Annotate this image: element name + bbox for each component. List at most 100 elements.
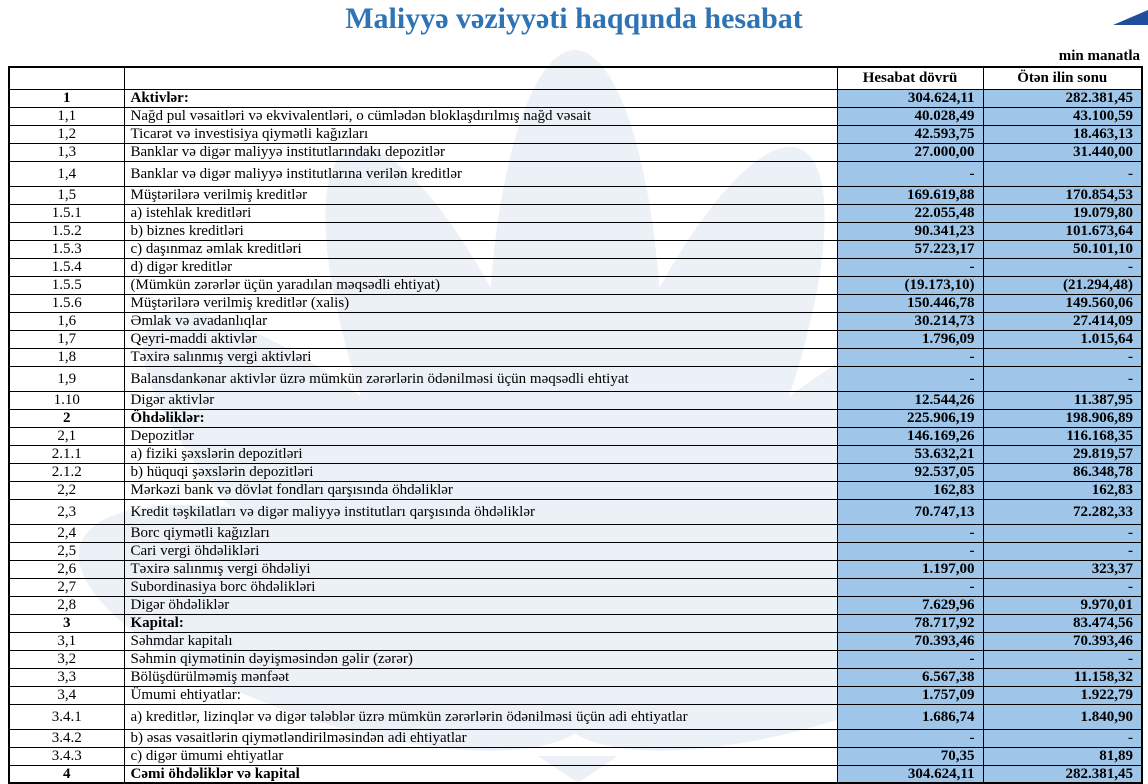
table-row: 1.10 Digər aktivlər 12.544,26 11.387,95	[8, 390, 1143, 410]
row-label-cell: a) kreditlər, lizinqlər və digər tələblə…	[123, 703, 838, 730]
value-current-cell: 1.757,09	[836, 685, 984, 705]
row-label-cell: d) digər kreditlər	[123, 257, 838, 277]
value-prior-cell: 18.463,13	[982, 124, 1143, 144]
value-prior-cell: -	[982, 347, 1143, 367]
value-prior-cell: -	[982, 257, 1143, 277]
value-current-cell: 57.223,17	[836, 239, 984, 259]
row-number-cell: 2,7	[8, 577, 125, 597]
row-number-cell: 1,6	[8, 311, 125, 331]
row-number-cell: 1.10	[8, 390, 125, 410]
value-current-cell: 78.717,92	[836, 613, 984, 633]
table-row: 1.5.3 c) daşınmaz əmlak kreditləri 57.223,…	[8, 239, 1143, 259]
row-number-cell: 3,1	[8, 631, 125, 651]
value-prior-cell: -	[982, 160, 1143, 187]
row-number-cell: 1,5	[8, 185, 125, 205]
value-prior-cell: 11.387,95	[982, 390, 1143, 410]
value-prior-cell: -	[982, 728, 1143, 748]
table-row: 1,4 Banklar və digər maliyyə institutları…	[8, 160, 1143, 187]
row-number-cell: 2,3	[8, 498, 125, 525]
value-current-cell: -	[836, 365, 984, 392]
row-label-cell: Kapital:	[123, 613, 838, 633]
value-prior-cell: 323,37	[982, 559, 1143, 579]
table-row: 1,2 Ticarət və investisiya qiymətli kağız…	[8, 124, 1143, 144]
row-label-cell: a) istehlak kreditləri	[123, 203, 838, 223]
table-row: 3.4.2 b) əsas vəsaitlərin qiymətləndirilm…	[8, 728, 1143, 748]
value-prior-cell: 81,89	[982, 746, 1143, 766]
row-label-cell: Ümumi ehtiyatlar:	[123, 685, 838, 705]
table-body: 1 Aktivlər: 304.624,11 282.381,45 1,1 Nağd pu…	[8, 88, 1143, 784]
col-header-label	[123, 66, 838, 90]
table-row: 1,9 Balansdankənar aktivlər üzrə mümkün z…	[8, 365, 1143, 392]
value-prior-cell: 72.282,33	[982, 498, 1143, 525]
row-number-cell: 2,6	[8, 559, 125, 579]
row-label-cell: Təxirə salınmış vergi öhdəliyi	[123, 559, 838, 579]
row-label-cell: b) əsas vəsaitlərin qiymətləndirilməsind…	[123, 728, 838, 748]
value-current-cell: -	[836, 728, 984, 748]
value-current-cell: 225.906,19	[836, 408, 984, 428]
value-prior-cell: 1.840,90	[982, 703, 1143, 730]
table-row: 2,4 Borc qiymətli kağızları - -	[8, 523, 1143, 543]
table-row: 3 Kapital: 78.717,92 83.474,56	[8, 613, 1143, 633]
value-prior-cell: 29.819,57	[982, 444, 1143, 464]
table-row: 1.5.4 d) digər kreditlər - -	[8, 257, 1143, 277]
row-number-cell: 1,7	[8, 329, 125, 349]
value-prior-cell: -	[982, 541, 1143, 561]
value-current-cell: 70,35	[836, 746, 984, 766]
value-current-cell: 1.796,09	[836, 329, 984, 349]
value-current-cell: -	[836, 523, 984, 543]
row-label-cell: Nağd pul vəsaitləri və ekvivalentləri, o…	[123, 106, 838, 126]
table-row: 2.1.2 b) hüquqi şəxslərin depozitləri 92.5…	[8, 462, 1143, 482]
value-current-cell: 169.619,88	[836, 185, 984, 205]
value-current-cell: 150.446,78	[836, 293, 984, 313]
row-number-cell: 1,2	[8, 124, 125, 144]
value-current-cell: -	[836, 577, 984, 597]
row-number-cell: 3,2	[8, 649, 125, 669]
col-header-current: Hesabat dövrü	[836, 66, 984, 90]
value-prior-cell: 116.168,35	[982, 426, 1143, 446]
row-label-cell: Digər aktivlər	[123, 390, 838, 410]
value-current-cell: 22.055,48	[836, 203, 984, 223]
row-label-cell: Cəmi öhdəliklər və kapital	[123, 764, 838, 784]
value-current-cell: (19.173,10)	[836, 275, 984, 295]
value-current-cell: 92.537,05	[836, 462, 984, 482]
table-row: 2 Öhdəliklər: 225.906,19 198.906,89	[8, 408, 1143, 428]
row-label-cell: b) biznes kreditləri	[123, 221, 838, 241]
table-row: 1,7 Qeyri-maddi aktivlər 1.796,09 1.015,64	[8, 329, 1143, 349]
table-row: 3,2 Səhmin qiymətinin dəyişməsindən gəlir…	[8, 649, 1143, 669]
row-label-cell: Təxirə salınmış vergi aktivləri	[123, 347, 838, 367]
value-current-cell: 40.028,49	[836, 106, 984, 126]
row-label-cell: b) hüquqi şəxslərin depozitləri	[123, 462, 838, 482]
table-row: 1,8 Təxirə salınmış vergi aktivləri - -	[8, 347, 1143, 367]
value-prior-cell: 11.158,32	[982, 667, 1143, 687]
table-row: 2,6 Təxirə salınmış vergi öhdəliyi 1.197,0…	[8, 559, 1143, 579]
value-prior-cell: 19.079,80	[982, 203, 1143, 223]
row-label-cell: Aktivlər:	[123, 88, 838, 108]
corner-triangle-icon	[1113, 10, 1148, 25]
value-current-cell: 70.393,46	[836, 631, 984, 651]
col-header-prior: Ötən ilin sonu	[982, 66, 1143, 90]
table-row: 1,1 Nağd pul vəsaitləri və ekvivalentləri…	[8, 106, 1143, 126]
value-current-cell: 70.747,13	[836, 498, 984, 525]
table-row: 3,1 Səhmdar kapitalı 70.393,46 70.393,46	[8, 631, 1143, 651]
row-number-cell: 1,4	[8, 160, 125, 187]
row-number-cell: 1,8	[8, 347, 125, 367]
value-prior-cell: 70.393,46	[982, 631, 1143, 651]
table-row: 2,7 Subordinasiya borc öhdəlikləri - -	[8, 577, 1143, 597]
table-row: 1 Aktivlər: 304.624,11 282.381,45	[8, 88, 1143, 108]
row-label-cell: a) fiziki şəxslərin depozitləri	[123, 444, 838, 464]
row-label-cell: Qeyri-maddi aktivlər	[123, 329, 838, 349]
table-row: 1.5.1 a) istehlak kreditləri 22.055,48 19.0…	[8, 203, 1143, 223]
row-number-cell: 2,4	[8, 523, 125, 543]
value-prior-cell: 31.440,00	[982, 142, 1143, 162]
row-label-cell: Borc qiymətli kağızları	[123, 523, 838, 543]
value-prior-cell: 282.381,45	[982, 88, 1143, 108]
row-label-cell: Kredit təşkilatları və digər maliyyə ins…	[123, 498, 838, 525]
value-current-cell: -	[836, 347, 984, 367]
row-label-cell: Cari vergi öhdəlikləri	[123, 541, 838, 561]
value-current-cell: -	[836, 541, 984, 561]
table-row: 3.4.1 a) kreditlər, lizinqlər və digər tə…	[8, 703, 1143, 730]
value-current-cell: 146.169,26	[836, 426, 984, 446]
row-label-cell: (Mümkün zərərlər üçün yaradılan məqsədli…	[123, 275, 838, 295]
value-prior-cell: 149.560,06	[982, 293, 1143, 313]
row-label-cell: Digər öhdəliklər	[123, 595, 838, 615]
